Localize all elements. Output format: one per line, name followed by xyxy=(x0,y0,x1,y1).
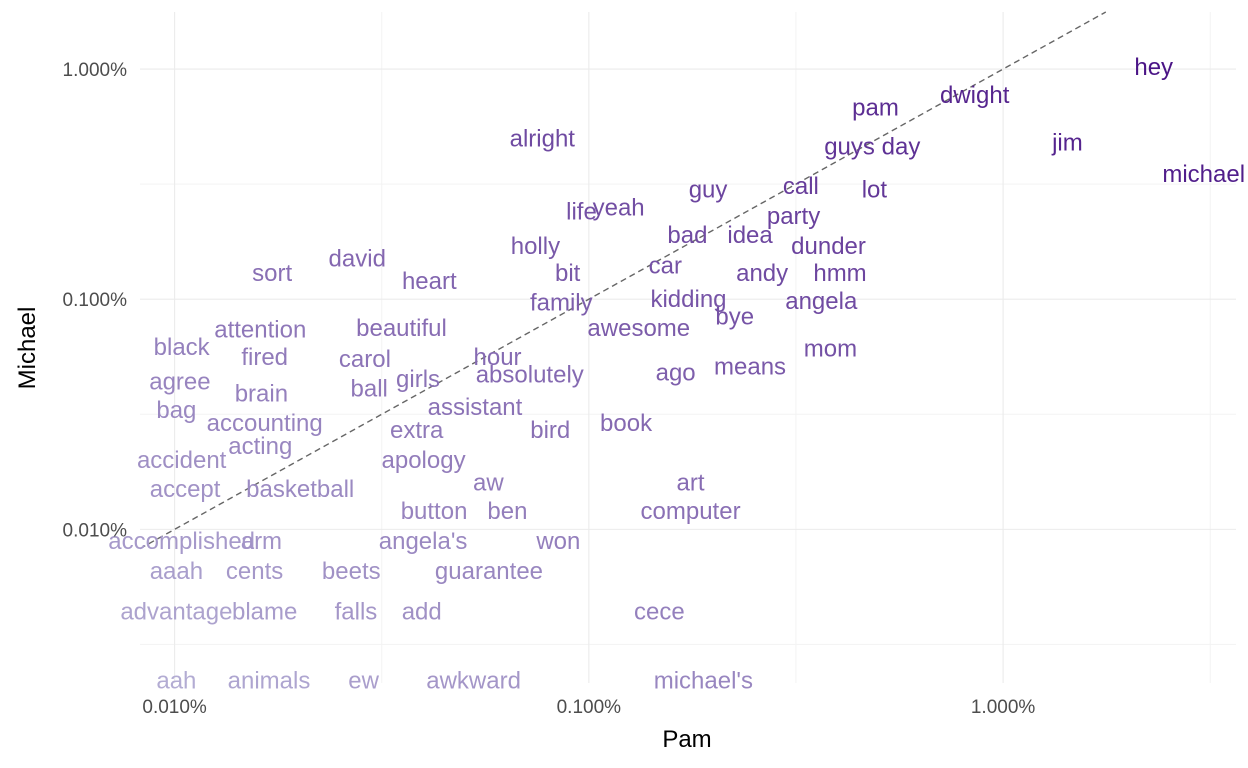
word-label: jim xyxy=(1051,129,1083,156)
word-label: art xyxy=(677,469,705,496)
word-label: accounting xyxy=(207,410,323,437)
word-label: attention xyxy=(214,316,306,343)
word-label: guarantee xyxy=(435,558,543,585)
word-label: andy xyxy=(736,260,788,287)
word-label: means xyxy=(714,354,786,381)
word-label: guy xyxy=(689,176,728,203)
y-tick-label: 1.000% xyxy=(63,60,128,81)
word-label: cece xyxy=(634,598,685,625)
word-label: party xyxy=(767,203,820,230)
word-label: advantage xyxy=(120,598,232,625)
word-label: life xyxy=(566,199,597,226)
word-label: holly xyxy=(511,233,560,260)
reference-line-y-equals-x xyxy=(139,11,1107,550)
word-label: bye xyxy=(715,304,754,331)
word-label: angela xyxy=(785,288,858,315)
word-label: david xyxy=(329,246,386,273)
word-label: ball xyxy=(351,375,388,402)
word-label: blame xyxy=(232,598,297,625)
word-label: ew xyxy=(348,668,379,695)
word-label: awkward xyxy=(426,668,521,695)
word-label: add xyxy=(402,598,442,625)
x-axis-tick-labels: 0.010% 0.100% 1.000% xyxy=(142,697,1035,718)
word-label: hey xyxy=(1134,54,1173,81)
word-label: agree xyxy=(149,368,210,395)
word-label: guys xyxy=(824,134,875,161)
word-label: absolutely xyxy=(476,362,584,389)
word-label: call xyxy=(783,173,819,200)
word-label: dwight xyxy=(940,82,1010,109)
minor-gridlines xyxy=(140,12,1236,683)
word-label: computer xyxy=(641,498,741,525)
word-label: ben xyxy=(487,498,527,525)
word-labels: hey michael jim dwight pam guys day lot call part… xyxy=(108,54,1245,695)
word-label: michael xyxy=(1162,161,1245,188)
word-label: aaah xyxy=(150,558,203,585)
word-label: extra xyxy=(390,417,444,444)
word-label: fired xyxy=(241,344,288,371)
word-label: car xyxy=(649,253,682,280)
word-label: angela's xyxy=(379,528,468,555)
y-tick-label: 0.100% xyxy=(63,290,128,311)
word-label: beets xyxy=(322,558,381,585)
x-tick-label: 1.000% xyxy=(971,697,1036,718)
word-label: girls xyxy=(396,366,440,393)
word-label: cents xyxy=(226,558,283,585)
word-label: yeah xyxy=(593,195,645,222)
word-label: hmm xyxy=(813,260,866,287)
major-gridlines xyxy=(140,12,1236,683)
word-label: bad xyxy=(667,222,707,249)
y-tick-label: 0.010% xyxy=(63,520,128,541)
word-label: assistant xyxy=(428,394,523,421)
word-label: aw xyxy=(473,469,504,496)
word-label: mom xyxy=(804,336,857,363)
word-label: bird xyxy=(530,417,570,444)
x-tick-label: 0.010% xyxy=(142,697,207,718)
word-label: brain xyxy=(235,380,288,407)
y-axis-tick-labels: 0.010% 0.100% 1.000% xyxy=(63,60,128,541)
word-label: sort xyxy=(252,260,292,287)
word-label: idea xyxy=(727,222,773,249)
x-axis-title: Pam xyxy=(662,726,711,753)
word-label: bit xyxy=(555,260,581,287)
word-label: beautiful xyxy=(356,315,447,342)
word-label: kidding xyxy=(650,286,726,313)
word-label: basketball xyxy=(246,476,354,503)
word-label: day xyxy=(882,134,921,161)
word-label: animals xyxy=(228,668,311,695)
word-label: won xyxy=(535,528,580,555)
word-label: awesome xyxy=(587,315,690,342)
word-label: book xyxy=(600,410,653,437)
word-label: accident xyxy=(137,447,227,474)
word-label: accept xyxy=(150,476,221,503)
word-label: arm xyxy=(241,528,282,555)
word-label: pam xyxy=(852,95,899,122)
word-label: accomplished xyxy=(108,528,255,555)
word-label: lot xyxy=(862,176,888,203)
x-tick-label: 0.100% xyxy=(557,697,622,718)
word-label: bag xyxy=(156,397,196,424)
word-label: falls xyxy=(335,598,378,625)
word-label: button xyxy=(401,498,468,525)
word-label: apology xyxy=(382,447,466,474)
word-label: aah xyxy=(156,668,196,695)
word-label: hour xyxy=(474,344,522,371)
word-label: dunder xyxy=(791,233,866,260)
word-label: carol xyxy=(339,346,391,373)
word-label: acting xyxy=(228,433,292,460)
word-label: alright xyxy=(510,125,576,152)
y-axis-title: Michael xyxy=(14,307,41,390)
word-label: ago xyxy=(656,360,696,387)
word-label: michael's xyxy=(654,668,753,695)
word-label: heart xyxy=(402,268,457,295)
word-label: black xyxy=(154,334,211,361)
word-label: family xyxy=(530,289,593,316)
